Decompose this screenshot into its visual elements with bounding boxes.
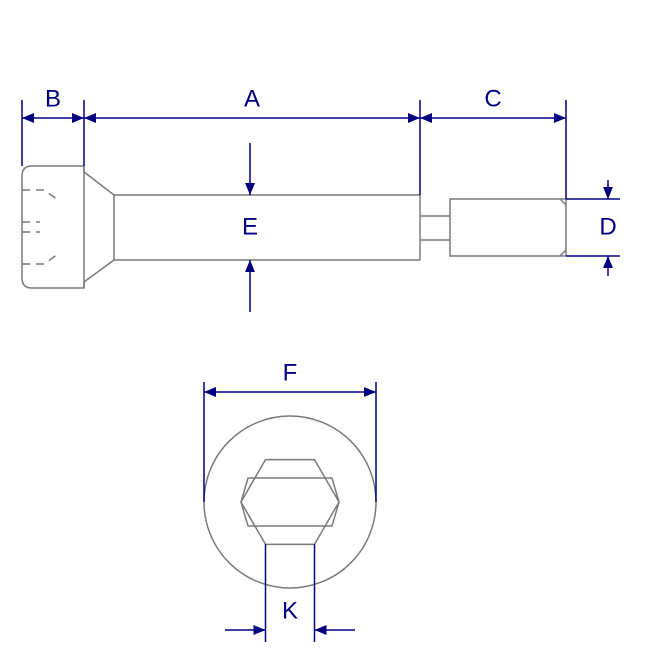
dim-K-label: K xyxy=(282,597,298,624)
dim-F-label: F xyxy=(283,359,298,386)
dim-D: D xyxy=(566,180,620,276)
head-circle xyxy=(204,416,376,588)
dim-B-label: B xyxy=(45,85,61,112)
dim-D-label: D xyxy=(599,213,616,240)
dim-E: E xyxy=(242,143,258,312)
dim-K: K xyxy=(225,544,355,642)
head-outline xyxy=(22,166,84,288)
dim-A-label: A xyxy=(244,85,260,112)
hex-socket-shape xyxy=(241,460,339,545)
dim-C-label: C xyxy=(484,85,501,112)
chamfer xyxy=(84,166,114,288)
thread xyxy=(450,199,566,256)
front-view xyxy=(204,416,376,588)
dim-C: C xyxy=(420,85,566,123)
hex-hidden-lines xyxy=(22,190,58,264)
hex-socket xyxy=(241,478,339,526)
shoulder xyxy=(114,195,420,260)
neck xyxy=(420,216,450,240)
side-view xyxy=(22,166,566,288)
drawing-canvas: B A C D E xyxy=(0,0,670,670)
extension-lines-top xyxy=(22,100,566,199)
dim-E-label: E xyxy=(242,213,258,240)
dim-F: F xyxy=(204,359,376,502)
dim-B: B xyxy=(22,85,84,123)
dim-A: A xyxy=(84,85,420,123)
